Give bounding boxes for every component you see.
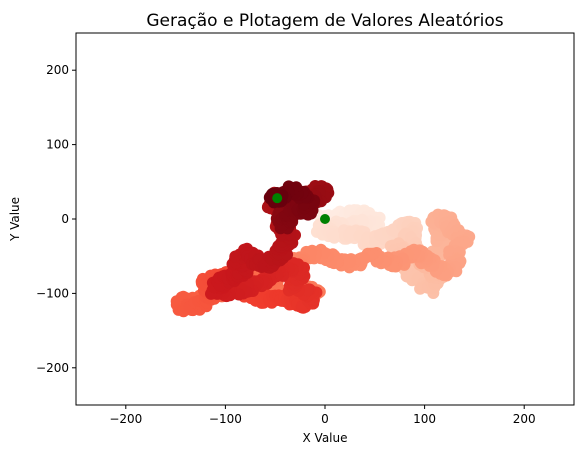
highlight-points — [272, 193, 330, 224]
plot-points — [170, 180, 476, 318]
scatter-point — [301, 284, 314, 297]
x-tick-label: 0 — [321, 412, 329, 426]
chart-title: Geração e Plotagem de Valores Aleatórios — [146, 11, 503, 31]
y-tick-label: 100 — [46, 138, 69, 152]
x-tick-label: 100 — [413, 412, 436, 426]
y-axis-label: Y Value — [8, 197, 22, 242]
end-point — [272, 193, 283, 204]
scatter-point — [443, 245, 456, 258]
y-tick-label: −100 — [36, 286, 69, 300]
x-tick-label: −200 — [109, 412, 142, 426]
x-tick-label: 200 — [513, 412, 536, 426]
y-tick-label: 0 — [61, 212, 69, 226]
y-tick-label: 200 — [46, 63, 69, 77]
start-point — [320, 214, 330, 224]
x-axis-ticks: −200 −100 0 100 200 — [109, 405, 536, 426]
x-tick-label: −100 — [209, 412, 242, 426]
y-axis-ticks: −200 −100 0 100 200 — [36, 63, 76, 375]
x-axis-label: X Value — [303, 431, 348, 445]
y-tick-label: −200 — [36, 361, 69, 375]
